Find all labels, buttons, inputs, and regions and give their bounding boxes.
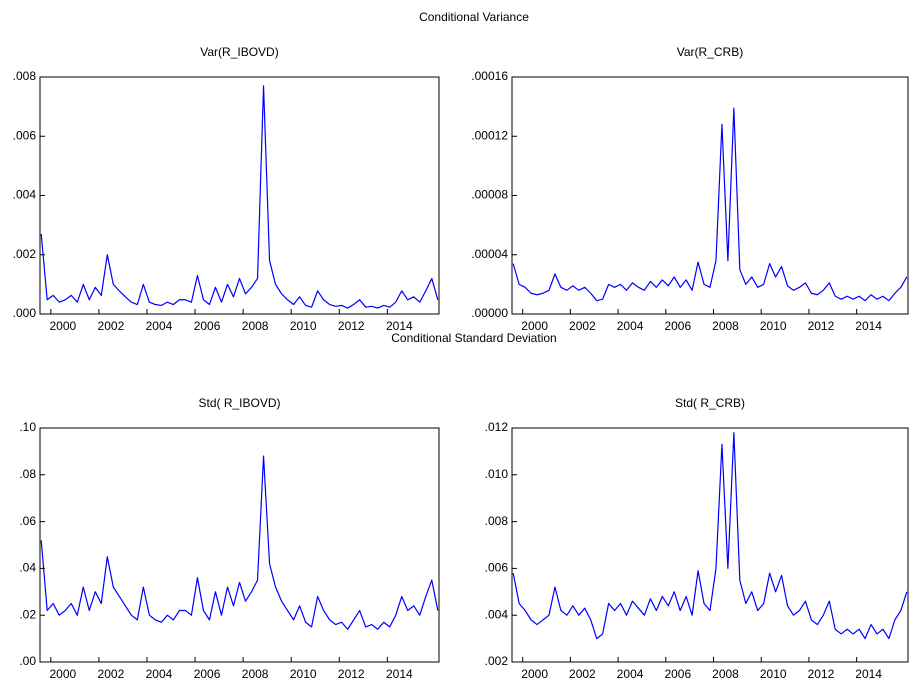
series-line xyxy=(512,432,908,640)
y-tick-label: .02 xyxy=(19,607,36,621)
plot-area xyxy=(512,432,908,640)
x-tick-label: 2012 xyxy=(808,319,835,333)
x-tick-label: 2010 xyxy=(290,319,317,333)
y-tick-label: .08 xyxy=(19,467,36,481)
plot-frame xyxy=(511,427,909,663)
y-tick-label: .008 xyxy=(13,69,37,83)
series-line xyxy=(40,85,439,309)
x-tick-label: 2006 xyxy=(194,319,221,333)
panel-title: Var(R_IBOVD) xyxy=(200,45,278,59)
plot-area xyxy=(40,455,439,630)
y-tick-label: .010 xyxy=(485,467,509,481)
y-tick-label: .10 xyxy=(19,420,36,434)
x-tick-label: 2006 xyxy=(664,319,691,333)
x-tick-label: 2000 xyxy=(49,319,76,333)
x-tick-label: 2004 xyxy=(617,667,644,681)
x-tick-label: 2014 xyxy=(855,319,882,333)
section-heading: Conditional Standard Deviation xyxy=(391,331,556,345)
y-tick-label: .002 xyxy=(485,654,509,668)
y-tick-label: .004 xyxy=(485,607,509,621)
x-tick-label: 2010 xyxy=(760,667,787,681)
x-tick-label: 2002 xyxy=(98,667,125,681)
x-tick-label: 2006 xyxy=(664,667,691,681)
x-tick-label: 2002 xyxy=(98,319,125,333)
y-tick-label: .008 xyxy=(485,514,509,528)
x-tick-label: 2014 xyxy=(855,667,882,681)
plot-area xyxy=(512,107,908,302)
x-tick-label: 2014 xyxy=(386,667,413,681)
x-tick-label: 2008 xyxy=(242,667,269,681)
y-tick-label: .00012 xyxy=(471,128,508,142)
x-tick-label: 2008 xyxy=(242,319,269,333)
y-tick-label: .004 xyxy=(13,188,37,202)
y-tick-label: .002 xyxy=(13,247,37,261)
x-tick-label: 2012 xyxy=(338,319,365,333)
series-line xyxy=(40,455,439,630)
y-tick-label: .012 xyxy=(485,420,509,434)
x-tick-label: 2002 xyxy=(569,667,596,681)
y-tick-label: .006 xyxy=(13,128,37,142)
x-tick-label: 2006 xyxy=(194,667,221,681)
x-tick-label: 2008 xyxy=(712,667,739,681)
x-tick-label: 2010 xyxy=(290,667,317,681)
section-heading: Conditional Variance xyxy=(419,10,529,24)
x-tick-label: 2000 xyxy=(521,319,548,333)
plot-frame xyxy=(39,76,440,315)
x-tick-label: 2000 xyxy=(49,667,76,681)
x-tick-label: 2008 xyxy=(712,319,739,333)
y-tick-label: .00004 xyxy=(471,247,508,261)
x-tick-label: 2004 xyxy=(617,319,644,333)
panel-title: Var(R_CRB) xyxy=(677,45,743,59)
y-tick-label: .04 xyxy=(19,561,36,575)
y-tick-label: .06 xyxy=(19,514,36,528)
x-tick-label: 2012 xyxy=(808,667,835,681)
y-tick-label: .00016 xyxy=(471,69,508,83)
y-tick-label: .00 xyxy=(19,654,36,668)
y-tick-label: .006 xyxy=(485,561,509,575)
x-tick-label: 2010 xyxy=(760,319,787,333)
y-tick-label: .00008 xyxy=(471,188,508,202)
x-tick-label: 2000 xyxy=(521,667,548,681)
plot-area xyxy=(40,85,439,309)
panel-title: Std( R_CRB) xyxy=(675,396,745,410)
x-tick-label: 2004 xyxy=(146,667,173,681)
series-line xyxy=(512,107,908,302)
x-tick-label: 2012 xyxy=(338,667,365,681)
panel-title: Std( R_IBOVD) xyxy=(198,396,280,410)
x-tick-label: 2014 xyxy=(386,319,413,333)
x-tick-label: 2002 xyxy=(569,319,596,333)
y-tick-label: .000 xyxy=(13,306,37,320)
plot-frame xyxy=(511,76,909,315)
y-tick-label: .00000 xyxy=(471,306,508,320)
x-tick-label: 2004 xyxy=(146,319,173,333)
plot-frame xyxy=(39,427,440,663)
